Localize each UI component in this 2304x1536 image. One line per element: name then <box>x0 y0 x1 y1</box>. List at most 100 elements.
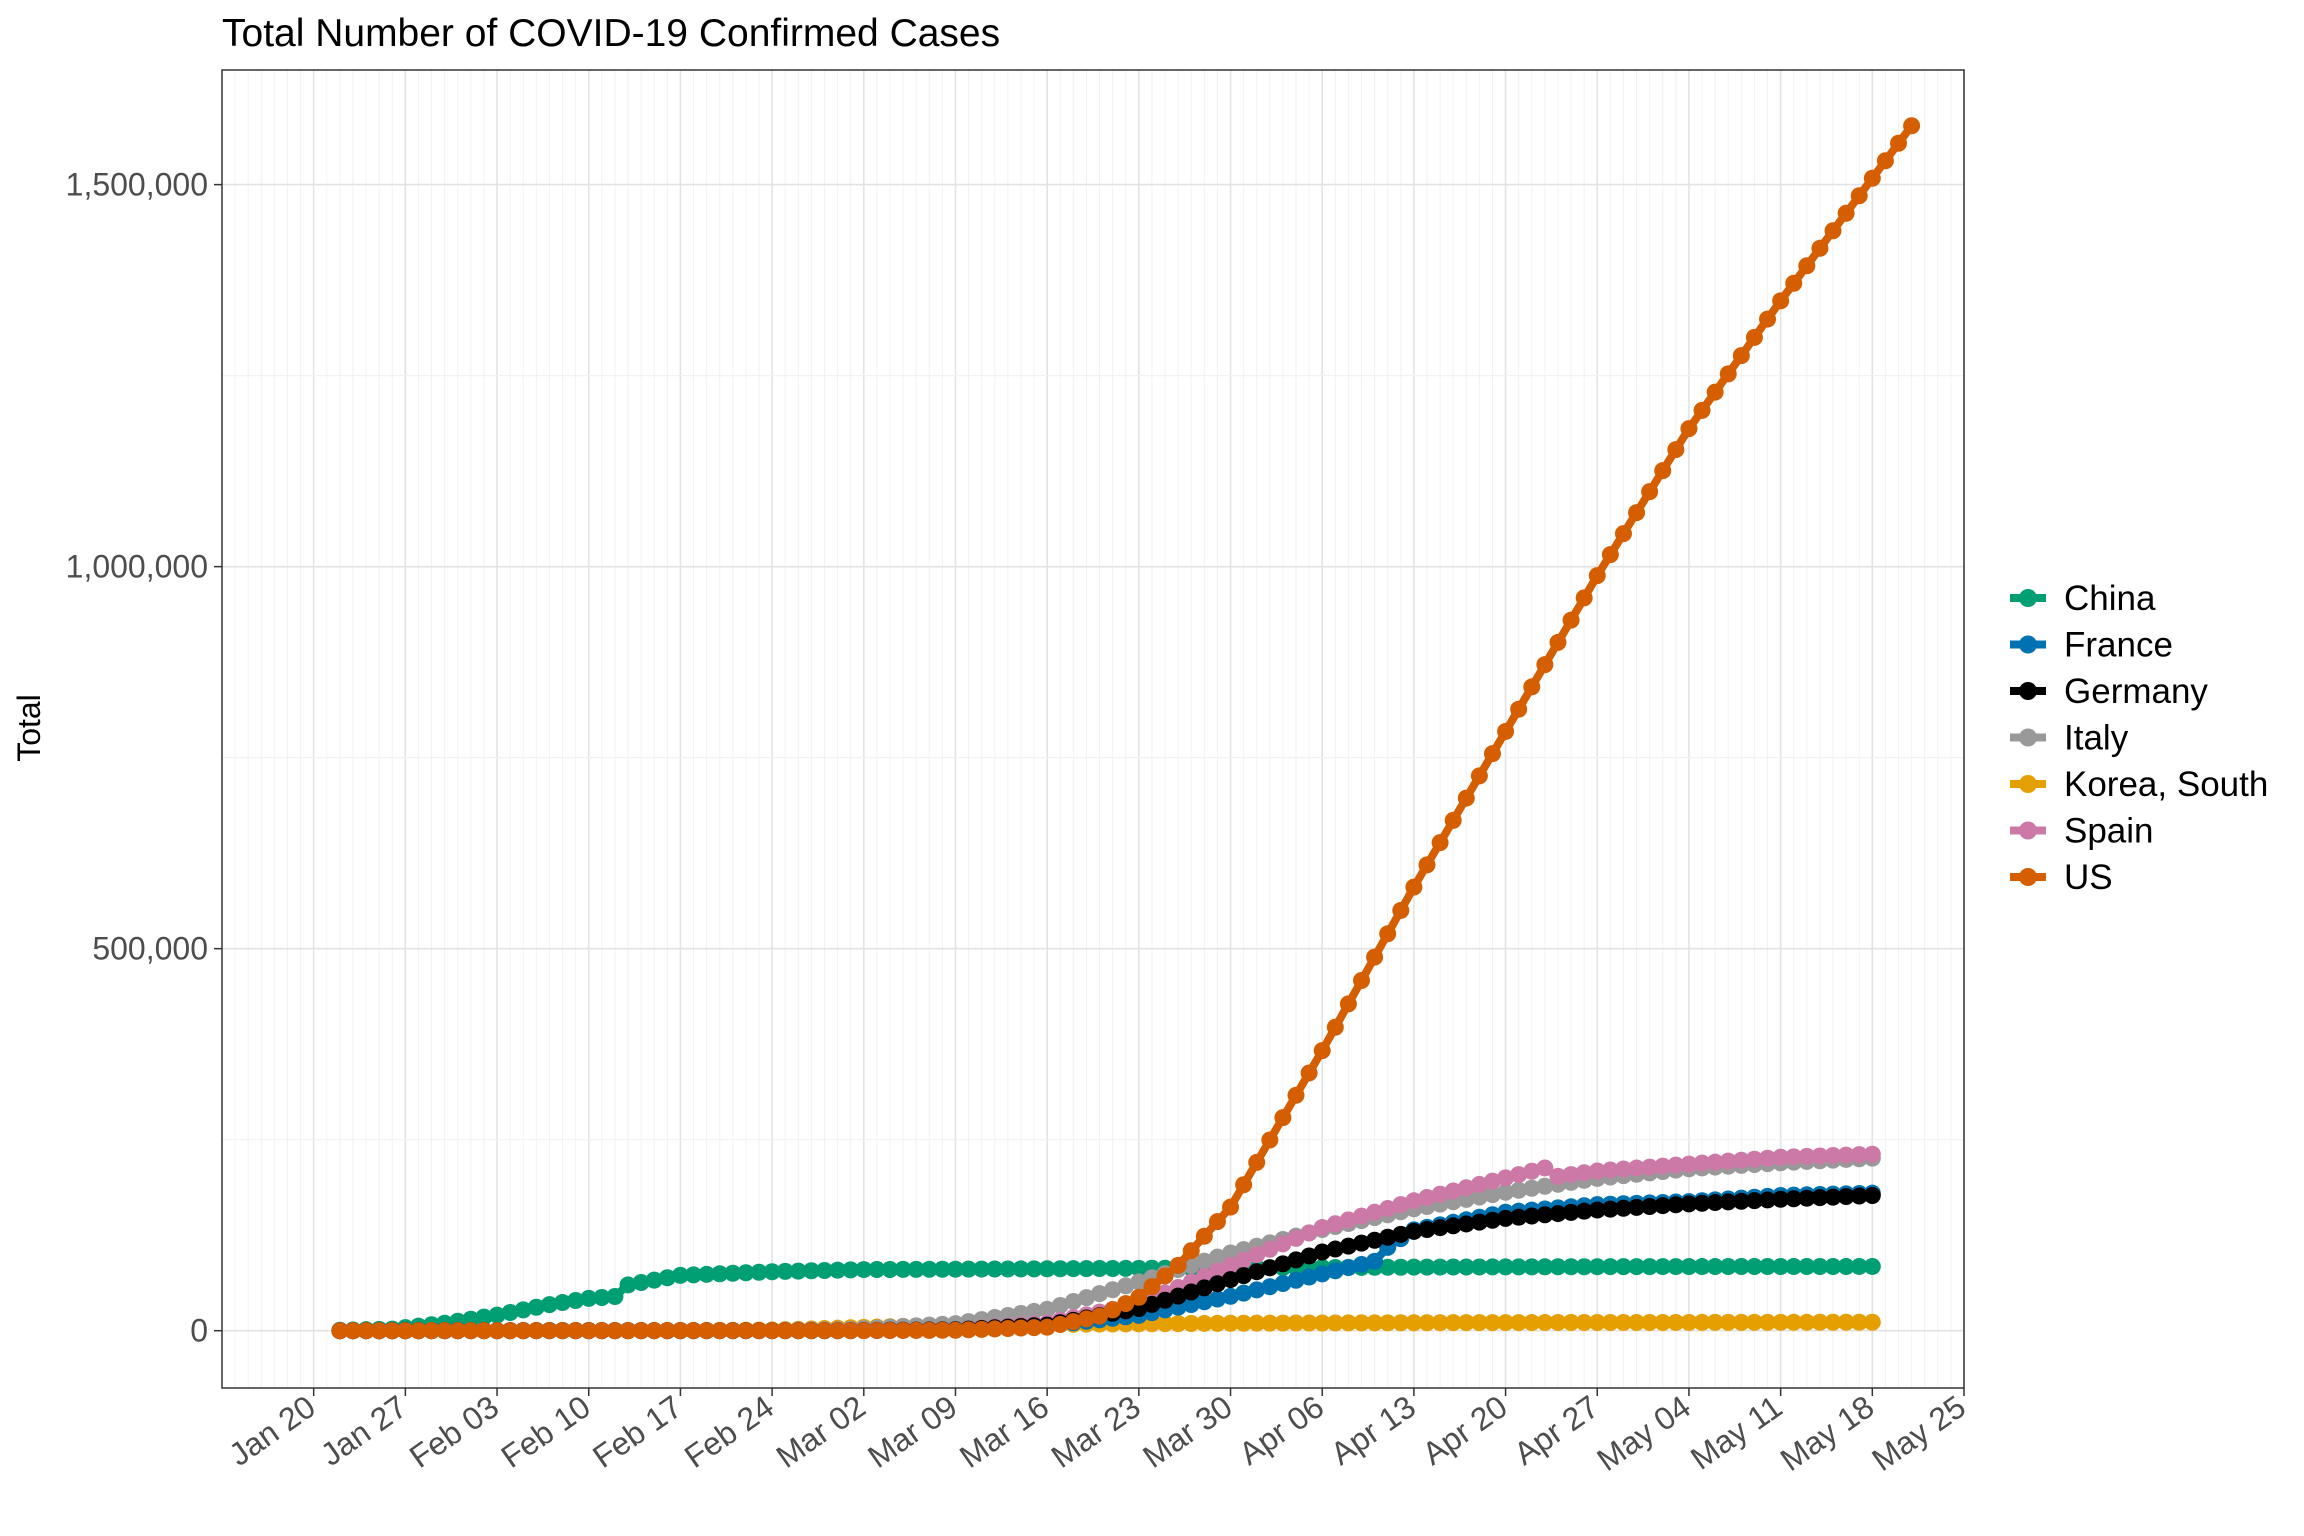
data-point <box>986 1260 1004 1278</box>
data-point <box>1497 722 1515 740</box>
data-point <box>1064 1313 1082 1331</box>
data-point <box>1051 1260 1069 1278</box>
data-point <box>1392 1196 1410 1214</box>
data-point <box>1863 169 1881 187</box>
data-point <box>1156 1267 1174 1285</box>
data-point <box>1261 1314 1279 1332</box>
data-point <box>1811 1257 1829 1275</box>
data-point <box>1379 1258 1397 1276</box>
x-tick-label: Mar 16 <box>953 1388 1055 1475</box>
data-point <box>1510 1258 1528 1276</box>
data-point <box>724 1322 742 1340</box>
data-point <box>1850 1146 1868 1164</box>
data-point <box>1549 633 1567 651</box>
data-point <box>475 1322 493 1340</box>
data-point <box>1313 1042 1331 1060</box>
data-point <box>1077 1310 1095 1328</box>
data-point <box>724 1264 742 1282</box>
data-point <box>1588 567 1606 585</box>
data-point <box>1064 1260 1082 1278</box>
data-point <box>1366 1314 1384 1332</box>
data-point <box>527 1298 545 1316</box>
data-point <box>1366 1231 1384 1249</box>
legend: China France Germany Italy Korea, South Spain… <box>2010 579 2268 897</box>
data-point <box>1235 1251 1253 1269</box>
data-point <box>1693 1154 1711 1172</box>
data-point <box>1195 1252 1213 1270</box>
data-point <box>1549 1167 1567 1185</box>
data-point <box>1628 1159 1646 1177</box>
data-point <box>1339 1259 1357 1277</box>
data-point <box>1208 1290 1226 1308</box>
legend-item-china: China <box>2010 579 2156 618</box>
data-point <box>1759 1191 1777 1209</box>
data-point <box>1313 1243 1331 1261</box>
data-point <box>1457 1215 1475 1233</box>
data-point <box>632 1322 650 1340</box>
data-point <box>488 1306 506 1324</box>
legend-label: Italy <box>2064 719 2129 758</box>
data-point <box>1222 1257 1240 1275</box>
data-point <box>1706 383 1724 401</box>
data-point <box>1182 1242 1200 1260</box>
data-point <box>1641 483 1659 501</box>
y-tick-label: 0 <box>190 1313 208 1349</box>
data-point <box>1470 1258 1488 1276</box>
data-point <box>1339 995 1357 1013</box>
data-point <box>1824 1188 1842 1206</box>
data-point <box>1588 1258 1606 1276</box>
data-point <box>1549 1314 1567 1332</box>
data-point <box>1811 1147 1829 1165</box>
data-point <box>1667 1196 1685 1214</box>
data-point <box>1091 1307 1109 1325</box>
data-point <box>1104 1281 1122 1299</box>
data-point <box>1418 1189 1436 1207</box>
data-point <box>1614 1313 1632 1331</box>
data-point <box>1064 1293 1082 1311</box>
data-point <box>1483 1314 1501 1332</box>
data-point <box>1104 1301 1122 1319</box>
data-point <box>1392 1314 1410 1332</box>
data-point <box>1208 1314 1226 1332</box>
data-point <box>1222 1287 1240 1305</box>
data-point <box>1772 1148 1790 1166</box>
data-point <box>698 1322 716 1340</box>
data-point <box>1601 1258 1619 1276</box>
data-point <box>554 1294 572 1312</box>
data-point <box>1601 546 1619 564</box>
data-point <box>1811 239 1829 257</box>
data-point <box>1313 1265 1331 1283</box>
data-point <box>1195 1227 1213 1245</box>
data-point <box>1719 1193 1737 1211</box>
data-point <box>1353 1207 1370 1225</box>
data-point <box>1654 462 1672 480</box>
data-point <box>1012 1260 1030 1278</box>
data-point <box>1706 1194 1724 1212</box>
data-point <box>986 1320 1004 1338</box>
data-point <box>396 1322 414 1340</box>
data-point <box>1300 1224 1318 1242</box>
data-point <box>894 1260 912 1278</box>
data-point <box>567 1322 585 1340</box>
x-tick-label: Apr 06 <box>1232 1388 1330 1472</box>
data-point <box>1470 767 1488 785</box>
data-point <box>1379 1228 1397 1246</box>
x-tick-label: Mar 02 <box>770 1388 872 1475</box>
data-point <box>1326 1215 1344 1233</box>
data-point <box>855 1261 873 1279</box>
data-point <box>1523 1179 1541 1197</box>
data-point <box>1654 1258 1672 1276</box>
data-point <box>514 1322 532 1340</box>
data-point <box>816 1322 833 1340</box>
data-point <box>711 1322 729 1340</box>
data-point <box>1693 1194 1711 1212</box>
data-point <box>1156 1315 1174 1333</box>
data-point <box>1457 1314 1475 1332</box>
data-point <box>842 1322 860 1340</box>
data-point <box>1051 1315 1069 1333</box>
data-point <box>1379 1199 1397 1217</box>
legend-key-marker <box>2019 868 2037 886</box>
data-point <box>1601 1314 1619 1331</box>
data-point <box>737 1322 755 1340</box>
